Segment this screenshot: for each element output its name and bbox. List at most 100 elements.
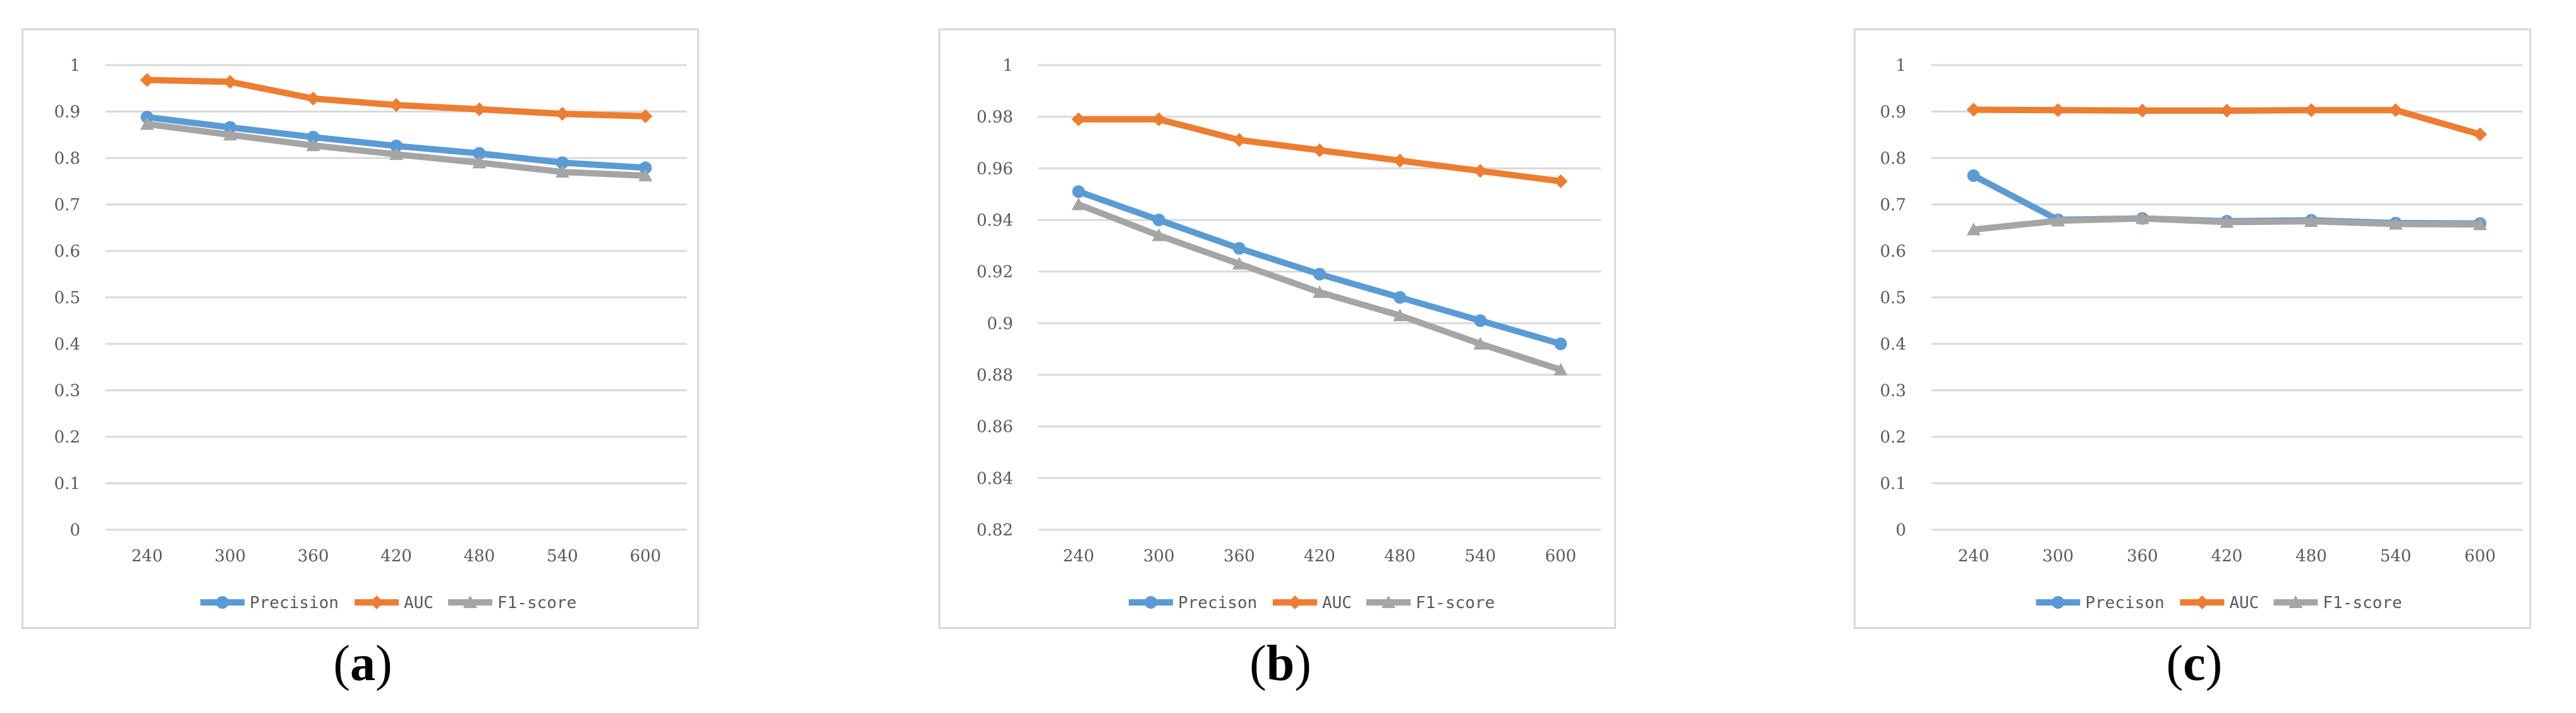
legend-label: AUC	[404, 594, 434, 612]
data-point	[1072, 185, 1085, 198]
legend: Precision AUC F1-score	[200, 594, 576, 612]
legend-marker	[2195, 595, 2209, 609]
legend-label: F1-score	[497, 594, 576, 612]
x-tick-label: 600	[1545, 547, 1577, 566]
data-point	[223, 128, 238, 141]
y-tick-label: 0.3	[1880, 382, 1906, 401]
data-point	[2051, 214, 2065, 227]
y-tick-label: 0	[70, 521, 80, 540]
y-tick-label: 0.6	[54, 242, 80, 261]
data-point	[307, 130, 320, 143]
data-point	[1553, 174, 1568, 188]
data-point	[1313, 267, 1326, 281]
data-point	[390, 139, 403, 152]
y-tick-label: 0.1	[1880, 475, 1906, 494]
y-tick-label: 1	[1895, 56, 1906, 75]
x-tick-label: 480	[464, 547, 495, 566]
data-point	[1232, 133, 1246, 147]
chart-b: 1 0.98 0.96 0.94 0.92 0.9 0.88 0.86 0.84 0.82 240 3…	[976, 56, 1601, 612]
x-tick-label: 240	[1063, 547, 1095, 566]
x-tick-label: 420	[380, 547, 412, 566]
data-point	[306, 91, 320, 106]
data-point	[1966, 222, 1981, 236]
y-tick-label: 0.92	[976, 263, 1013, 282]
data-point	[389, 147, 403, 161]
legend-marker	[370, 595, 384, 609]
data-point	[1393, 154, 1407, 168]
y-tick-label: 0.2	[54, 428, 80, 447]
legend-label: AUC	[2230, 594, 2259, 612]
x-tick-label: 240	[1958, 547, 1990, 566]
x-tick-label: 300	[214, 547, 246, 566]
legend-label: AUC	[1322, 594, 1352, 612]
legend-marker	[2051, 596, 2065, 609]
x-tick-label: 540	[2380, 547, 2412, 566]
data-point	[639, 161, 652, 174]
data-point	[1553, 362, 1568, 375]
y-tick-label: 0.4	[54, 335, 80, 354]
x-tick-label: 300	[1143, 547, 1175, 566]
legend-marker	[1145, 596, 1157, 609]
legend-marker	[2288, 595, 2303, 608]
gridlines	[1931, 64, 2522, 531]
x-tick-label: 480	[2295, 547, 2327, 566]
series-line-precison	[1077, 188, 1562, 347]
data-point	[2473, 127, 2488, 142]
chart-a: 1 0.9 0.8 0.7 0.6 0.5 0.4 0.3 0.2 0.1 0 240 300 360 42…	[54, 56, 687, 612]
x-tick-label: 420	[1304, 547, 1335, 566]
data-point	[1152, 214, 1165, 226]
data-point	[1071, 112, 1086, 126]
legend-label: Precison	[2086, 594, 2165, 612]
data-point	[638, 168, 653, 181]
data-point	[2220, 104, 2234, 118]
x-tick-label: 360	[2127, 547, 2158, 566]
chart-panel-c: 1 0.9 0.8 0.7 0.6 0.5 0.4 0.3 0.2 0.1 0 240 300 360 42…	[1854, 28, 2531, 629]
data-point	[2135, 211, 2149, 224]
y-tick-label: 0	[1895, 521, 1906, 540]
chart-panel-a: 1 0.9 0.8 0.7 0.6 0.5 0.4 0.3 0.2 0.1 0 240 300 360 42…	[21, 28, 699, 629]
y-tick-label: 0.5	[1880, 289, 1906, 308]
y-tick-label: 0.7	[1880, 196, 1906, 215]
y-tick-label: 0.9	[987, 314, 1013, 333]
y-tick-label: 0.94	[976, 211, 1013, 230]
data-point	[1313, 285, 1327, 298]
x-tick-label: 240	[131, 547, 163, 566]
legend-label: F1-score	[2323, 594, 2402, 612]
data-point	[556, 156, 569, 169]
data-point	[1071, 197, 1086, 210]
gridlines	[1038, 64, 1601, 531]
data-point	[555, 107, 569, 121]
legend: Precison AUC F1-score	[2036, 594, 2402, 612]
y-tick-label: 0.84	[976, 469, 1013, 488]
data-point	[638, 109, 653, 123]
data-point	[2304, 103, 2319, 118]
data-point	[2304, 214, 2319, 227]
y-tick-label: 0.7	[54, 196, 80, 215]
x-tick-label: 540	[1464, 547, 1496, 566]
y-tick-label: 0.5	[54, 289, 80, 308]
chart-c: 1 0.9 0.8 0.7 0.6 0.5 0.4 0.3 0.2 0.1 0 240 300 360 42…	[1880, 56, 2522, 612]
caption-c: (c)	[2166, 636, 2223, 692]
x-tick-label: 600	[2464, 547, 2496, 566]
y-tick-label: 0.96	[976, 159, 1013, 178]
data-point	[2388, 103, 2403, 118]
data-point	[1474, 314, 1487, 327]
data-point	[555, 165, 569, 178]
data-point	[472, 155, 487, 169]
data-point	[473, 147, 486, 160]
data-point	[1232, 257, 1246, 270]
data-point	[1393, 308, 1407, 322]
y-tick-label: 0.8	[54, 149, 80, 168]
gridlines	[106, 64, 687, 531]
y-tick-label: 0.86	[976, 418, 1013, 437]
caption-a: (a)	[333, 636, 392, 692]
y-tick-label: 1	[1002, 56, 1013, 75]
data-point	[472, 102, 487, 116]
y-tick-label: 0.1	[54, 475, 80, 494]
data-point	[1554, 338, 1567, 350]
data-point	[1473, 164, 1488, 178]
data-point	[2388, 217, 2403, 230]
data-point	[140, 117, 154, 130]
x-tick-label: 420	[2211, 547, 2243, 566]
data-point	[1966, 102, 1981, 117]
